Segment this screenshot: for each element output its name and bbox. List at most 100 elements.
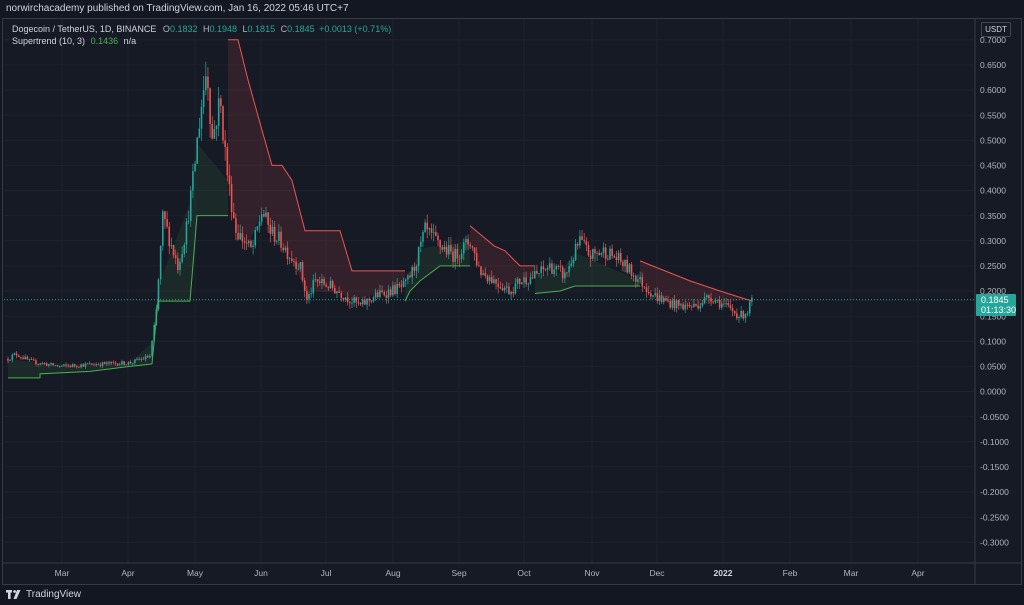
candle-body	[224, 140, 226, 148]
high-value: 0.1948	[209, 24, 238, 34]
candle-body	[465, 238, 467, 243]
candle-body	[733, 311, 736, 314]
candle-body	[297, 268, 300, 270]
candle-body	[293, 261, 295, 262]
time-tick-label: Apr	[911, 568, 924, 578]
footer-bar	[0, 585, 1024, 605]
candle-body	[325, 284, 327, 287]
candle-body	[585, 240, 588, 246]
candle-body	[637, 279, 639, 282]
open-label: O	[162, 24, 170, 34]
candle-body	[731, 307, 734, 312]
indicator-name[interactable]: Supertrend (10, 3)	[12, 36, 86, 46]
candle-body	[226, 147, 229, 176]
candle-body	[622, 261, 624, 267]
candle-body	[435, 232, 437, 236]
high-label: H	[202, 24, 210, 34]
time-tick-label: Aug	[385, 568, 400, 578]
candle-body	[482, 273, 484, 276]
candle-body	[714, 300, 717, 303]
candle-body	[574, 243, 577, 261]
candle-body	[73, 364, 76, 367]
candle-body	[742, 311, 745, 319]
candle-body	[510, 291, 512, 295]
supertrend-down-line	[469, 225, 535, 267]
candle-body	[432, 232, 435, 233]
candle-body	[480, 266, 482, 276]
time-tick-label: Jun	[254, 568, 268, 578]
candle-body	[523, 277, 525, 283]
candle-body	[146, 356, 149, 358]
candle-body	[84, 363, 87, 367]
candle-body	[151, 341, 153, 357]
candle-body	[28, 359, 31, 361]
candle-body	[673, 300, 676, 309]
candle-body	[660, 295, 663, 303]
price-axis[interactable]: 0.7000 0.6500 0.6000 0.5500 0.5000 0.4500 0.40…	[980, 35, 1009, 548]
candle-body	[542, 266, 545, 270]
candle-body	[626, 259, 628, 273]
candle-body	[635, 275, 637, 282]
candle-body	[65, 364, 67, 366]
candle-body	[443, 247, 446, 250]
candle-body	[183, 244, 186, 254]
candle-body	[213, 129, 216, 139]
candle-body	[723, 303, 725, 305]
candle-body	[13, 353, 16, 355]
price-tick-label: 0.3500	[980, 211, 1006, 221]
time-axis[interactable]: Mar Apr May Jun Jul Aug Sep Oct Nov Dec 2022 Feb Mar…	[55, 568, 925, 578]
candle-body	[392, 285, 394, 296]
candle-body	[11, 354, 14, 360]
candle-body	[164, 211, 166, 220]
candle-body	[370, 300, 373, 302]
candle-body	[174, 255, 177, 259]
candle-body	[454, 248, 456, 262]
candle-body	[708, 295, 710, 299]
candle-body	[394, 285, 396, 294]
indicator-row[interactable]: Supertrend (10, 3) 0.1436 n/a	[12, 35, 391, 47]
symbol-title[interactable]: Dogecoin / TetherUS, 1D, BINANCE	[12, 24, 157, 34]
candle-body	[67, 365, 69, 367]
tradingview-logo[interactable]: TradingView	[6, 589, 81, 600]
last-price-tag: 0.1845 01:13:30	[976, 294, 1016, 316]
candle-body	[222, 106, 224, 141]
candle-body	[172, 245, 175, 256]
candle-body	[594, 249, 596, 254]
candle-body	[207, 76, 209, 89]
candle-body	[69, 365, 72, 367]
candle-body	[336, 291, 338, 294]
candle-body	[512, 291, 515, 294]
candle-body	[344, 297, 347, 300]
candle-body	[103, 362, 106, 364]
candle-body	[437, 235, 439, 241]
candle-body	[192, 171, 194, 191]
candle-body	[349, 302, 351, 304]
candle-body	[540, 266, 542, 274]
price-tick-label: -0.1500	[980, 462, 1009, 472]
candle-body	[641, 276, 644, 287]
candle-body	[411, 266, 413, 278]
candle-body	[230, 184, 233, 213]
candle-body	[252, 245, 254, 247]
candle-body	[400, 285, 403, 287]
candle-body	[428, 228, 431, 230]
candle-body	[159, 245, 162, 280]
candle-body	[202, 90, 205, 107]
currency-button[interactable]: USDT	[981, 22, 1011, 37]
candle-body	[198, 128, 201, 138]
candle-body	[131, 362, 134, 364]
candle-body	[273, 226, 276, 242]
candle-body	[675, 300, 678, 309]
candle-body	[501, 287, 504, 291]
candle-body	[58, 366, 61, 367]
candle-body	[93, 364, 95, 366]
candle-body	[690, 306, 693, 308]
candle-body	[613, 255, 616, 258]
candle-body	[521, 282, 523, 284]
candle-body	[619, 252, 622, 262]
candle-body	[662, 298, 665, 303]
candle-body	[177, 258, 179, 271]
low-value: 0.1815	[247, 24, 276, 34]
price-tick-label: -0.2000	[980, 487, 1009, 497]
